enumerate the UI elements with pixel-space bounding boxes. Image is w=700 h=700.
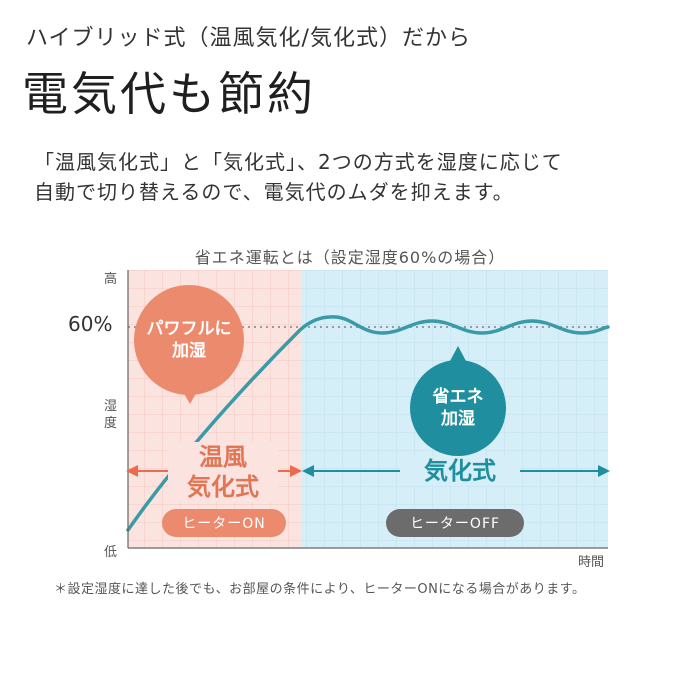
powerful-bubble-tail [182, 390, 198, 404]
vaporize-mode-label: 気化式 [400, 456, 520, 486]
vaporize-arrow-right-head [598, 465, 610, 477]
description-line-1: 「温風気化式」と「気化式」、2つの方式を湿度に応じて [34, 150, 563, 174]
heater-on-badge: ヒーターON [162, 509, 286, 537]
warm-vaporize-mode-label: 温風 気化式 [168, 442, 278, 502]
footnote: ＊設定湿度に達した後でも、お部屋の条件により、ヒーターONになる場合があります。 [54, 582, 586, 597]
eco-bubble-line-2: 加湿 [441, 409, 475, 429]
humidity-curve [126, 315, 610, 532]
x-axis-label: 時間 [578, 555, 605, 570]
chart-title: 省エネ運転とは（設定湿度60%の場合） [194, 248, 506, 267]
y-axis-label: 湿度 [104, 399, 118, 431]
heater-off-badge: ヒーターOFF [386, 509, 524, 537]
powerful-humidify-bubble: パワフルに 加湿 [134, 285, 244, 395]
eco-humidify-bubble: 省エネ 加湿 [410, 360, 506, 456]
warm-arrow-left-head [126, 465, 138, 477]
subtitle: ハイブリッド式（温風気化/気化式）だから [26, 26, 471, 51]
headline: 電気代も節約 [22, 67, 316, 121]
y-axis-high-label: 高 [104, 272, 118, 287]
warm-arrow-right-head [290, 465, 302, 477]
powerful-bubble-line-2: 加湿 [172, 341, 206, 361]
eco-bubble-tail [450, 346, 466, 361]
target-humidity-label: 60% [68, 312, 113, 336]
powerful-bubble-line-1: パワフルに [146, 319, 232, 339]
y-axis-low-label: 低 [104, 545, 118, 560]
warm-mode-line-1: 温風 [199, 443, 247, 471]
description-line-2: 自動で切り替えるので、電気代のムダを抑えます。 [34, 180, 514, 204]
warm-mode-line-2: 気化式 [187, 473, 259, 501]
vaporize-arrow-left-head [302, 465, 314, 477]
eco-bubble-line-1: 省エネ [432, 387, 484, 407]
